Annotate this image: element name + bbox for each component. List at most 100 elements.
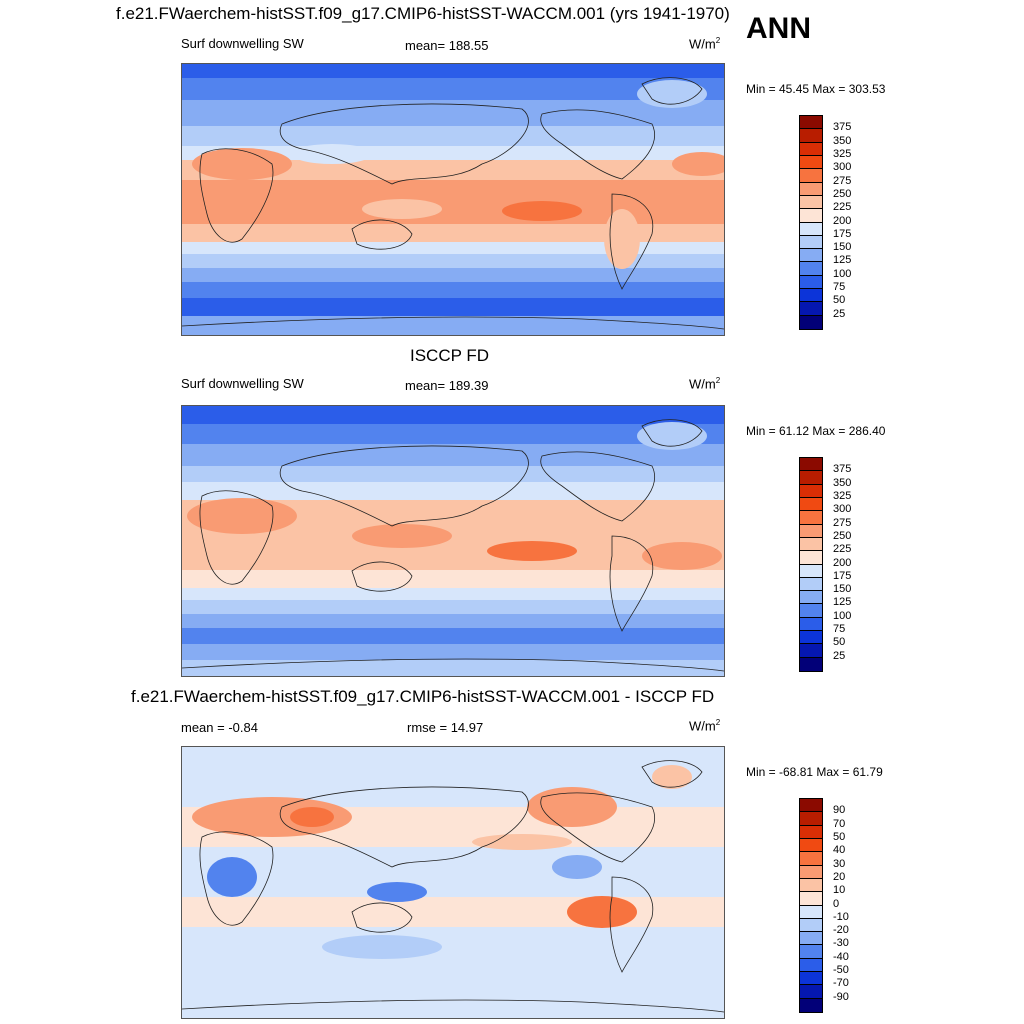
panel3-colorbar-tick-label: -20 xyxy=(833,924,849,937)
panel1-colorbar-tick-label: 50 xyxy=(833,294,846,307)
panel2-units-label: W/m2 xyxy=(689,376,721,392)
panel1-colorbar-swatch xyxy=(800,315,822,329)
panel1-mean-label: mean= 188.55 xyxy=(405,38,489,53)
panel1-colorbar-tick-label: 375 xyxy=(833,121,852,134)
panel1-colorbar-tick-label: 100 xyxy=(833,267,852,280)
panel3-colorbar-swatch xyxy=(800,865,822,879)
panel2-colorbar-tick-label: 325 xyxy=(833,489,852,502)
panel1-variable-label: Surf downwelling SW xyxy=(181,36,304,51)
panel1-units-label: W/m2 xyxy=(689,36,721,52)
panel3-colorbar-swatch xyxy=(800,812,822,826)
panel2-map-field xyxy=(182,406,724,676)
panel2-colorbar-swatch xyxy=(800,617,822,632)
panel1-colorbar-tick-label: 275 xyxy=(833,174,852,187)
panel3-colorbar-tick-label: 10 xyxy=(833,884,846,897)
panel1-colorbar-swatch xyxy=(800,195,822,210)
panel1-colorbar-swatch xyxy=(800,222,822,236)
panel2-colorbar-tick-label: 125 xyxy=(833,596,852,609)
panel2-colorbar-swatch xyxy=(800,497,822,512)
figure-title: f.e21.FWaerchem-histSST.f09_g17.CMIP6-hi… xyxy=(116,4,730,23)
panel3-colorbar-swatch xyxy=(800,932,822,946)
panel2-colorbar-swatch xyxy=(800,631,822,645)
panel1-colorbar-tick-label: 200 xyxy=(833,214,852,227)
panel1-colorbar-swatch xyxy=(800,235,822,250)
panel3-title: f.e21.FWaerchem-histSST.f09_g17.CMIP6-hi… xyxy=(131,687,715,706)
panel3-colorbar-tick-label: 40 xyxy=(833,844,846,857)
panel2-colorbar-tick-label: 50 xyxy=(833,636,846,649)
panel1-map-field xyxy=(182,64,724,335)
panel3-colorbar-swatch xyxy=(800,958,822,973)
panel2-colorbar-swatch xyxy=(800,471,822,485)
panel3-colorbar-tick-label: 30 xyxy=(833,857,846,870)
panel1-colorbar-tick-label: 325 xyxy=(833,147,852,160)
panel3-colorbar-swatch xyxy=(800,838,822,853)
panel2-colorbar-swatch xyxy=(800,551,822,565)
panel2-colorbar-swatch xyxy=(800,577,822,592)
panel2-map xyxy=(181,405,725,677)
panel2-colorbar-swatch xyxy=(800,511,822,525)
panel3-colorbar-swatch xyxy=(800,998,822,1012)
panel2-colorbar-tick-label: 150 xyxy=(833,583,852,596)
panel2-colorbar-swatch xyxy=(800,484,822,498)
panel1-colorbar-swatch xyxy=(800,275,822,290)
panel3-colorbar-tick-label: -50 xyxy=(833,964,849,977)
panel3-colorbar-swatch xyxy=(800,852,822,866)
panel3-colorbar-tick-label: 90 xyxy=(833,804,846,817)
panel3-minmax-label: Min = -68.81 Max = 61.79 xyxy=(746,765,883,779)
panel1-colorbar-swatch xyxy=(800,249,822,263)
panel2-colorbar-swatch xyxy=(800,591,822,605)
panel1-colorbar-swatch xyxy=(800,209,822,223)
panel3-rmse-label: rmse = 14.97 xyxy=(407,720,484,735)
panel2-colorbar xyxy=(799,457,823,672)
panel2-colorbar-tick-label: 200 xyxy=(833,556,852,569)
panel2-colorbar-swatch xyxy=(800,644,822,658)
panel3-map-field xyxy=(182,747,724,1018)
panel3-colorbar-tick-label: 0 xyxy=(833,897,840,910)
panel3-colorbar-tick-label: -10 xyxy=(833,910,849,923)
panel1-map xyxy=(181,63,725,336)
panel1-colorbar-swatch xyxy=(800,129,822,143)
panel3-colorbar-swatch xyxy=(800,945,822,959)
panel2-colorbar-swatch xyxy=(800,657,822,671)
panel2-colorbar-swatch xyxy=(800,564,822,578)
panel3-colorbar-swatch xyxy=(800,918,822,933)
panel2-colorbar-tick-label: 250 xyxy=(833,529,852,542)
panel3-colorbar-tick-label: -40 xyxy=(833,950,849,963)
panel2-mean-label: mean= 189.39 xyxy=(405,378,489,393)
panel1-colorbar-swatch xyxy=(800,182,822,196)
panel1-colorbar-swatch xyxy=(800,142,822,156)
panel2-colorbar-tick-label: 175 xyxy=(833,569,852,582)
panel1-colorbar-swatch xyxy=(800,169,822,183)
panel3-colorbar xyxy=(799,798,823,1013)
panel3-units-label: W/m2 xyxy=(689,718,721,734)
panel1-colorbar-tick-label: 225 xyxy=(833,201,852,214)
panel2-title: ISCCP FD xyxy=(410,346,490,365)
panel3-colorbar-swatch xyxy=(800,878,822,893)
panel3-map xyxy=(181,746,725,1019)
season-label: ANN xyxy=(746,12,811,45)
panel2-minmax-label: Min = 61.12 Max = 286.40 xyxy=(746,424,886,438)
panel1-colorbar-swatch xyxy=(800,289,822,303)
panel2-colorbar-swatch xyxy=(800,524,822,538)
panel3-colorbar-tick-label: -30 xyxy=(833,937,849,950)
panel1-colorbar-swatch xyxy=(800,262,822,276)
panel1-colorbar-tick-label: 150 xyxy=(833,241,852,254)
panel2-colorbar-tick-label: 100 xyxy=(833,609,852,622)
panel3-colorbar-swatch xyxy=(800,825,822,839)
panel1-minmax-label: Min = 45.45 Max = 303.53 xyxy=(746,82,886,96)
panel2-colorbar-tick-label: 375 xyxy=(833,463,852,476)
panel2-colorbar-tick-label: 225 xyxy=(833,543,852,556)
panel2-colorbar-tick-label: 300 xyxy=(833,503,852,516)
panel1-colorbar-tick-label: 25 xyxy=(833,307,846,320)
panel1-colorbar xyxy=(799,115,823,330)
panel3-colorbar-tick-label: 50 xyxy=(833,830,846,843)
panel3-colorbar-tick-label: -90 xyxy=(833,990,849,1003)
panel2-colorbar-tick-label: 75 xyxy=(833,623,846,636)
panel3-colorbar-swatch xyxy=(800,985,822,999)
panel2-colorbar-swatch xyxy=(800,604,822,618)
panel1-colorbar-tick-label: 300 xyxy=(833,161,852,174)
panel3-colorbar-swatch xyxy=(800,892,822,906)
panel3-colorbar-tick-label: 70 xyxy=(833,817,846,830)
panel3-colorbar-swatch xyxy=(800,972,822,986)
panel1-colorbar-swatch xyxy=(800,302,822,316)
